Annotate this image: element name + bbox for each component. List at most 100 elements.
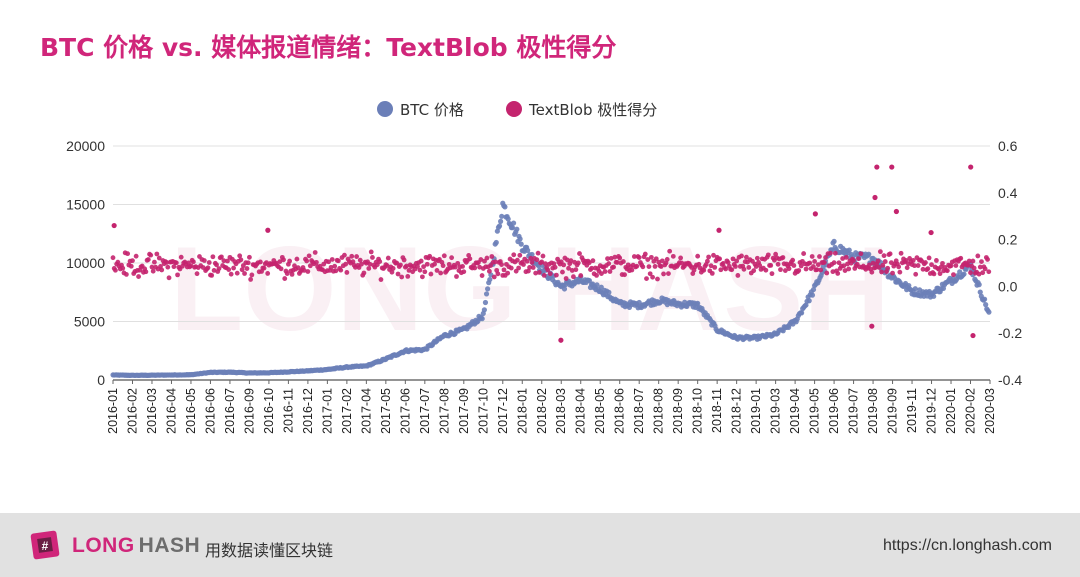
polarity-point [705, 258, 710, 264]
polarity-point [145, 257, 151, 262]
polarity-point [432, 261, 437, 267]
polarity-point [284, 271, 290, 277]
polarity-point [798, 263, 804, 269]
x-tick-label: 2016-03 [145, 388, 159, 434]
polarity-point [225, 258, 230, 264]
polarity-series [110, 164, 992, 343]
polarity-point [125, 251, 131, 257]
svg-text:#: # [42, 539, 49, 553]
x-tick-label: 2020-02 [964, 388, 978, 434]
polarity-point [530, 265, 536, 270]
polarity-point [824, 270, 830, 276]
polarity-point [810, 264, 816, 269]
polarity-point [216, 266, 222, 271]
x-tick-label: 2019-06 [827, 388, 841, 434]
polarity-point [368, 249, 374, 255]
polarity-point [511, 252, 517, 258]
polarity-point [484, 255, 490, 261]
polarity-point [486, 268, 492, 274]
polarity-point [739, 253, 744, 259]
watermark-text: LONG HASH [170, 222, 890, 356]
x-tick-label: 2016-01 [106, 388, 120, 434]
x-tick-label: 2018-03 [554, 388, 568, 434]
polarity-point [152, 259, 157, 265]
btc-point [986, 309, 992, 315]
polarity-point [460, 263, 465, 269]
x-tick-label: 2018-10 [691, 388, 705, 434]
btc-point [511, 220, 517, 226]
polarity-point [631, 254, 637, 259]
polarity-point [295, 265, 301, 271]
polarity-point [912, 263, 917, 269]
x-tick-label: 2017-07 [418, 388, 432, 434]
x-tick-label: 2017-05 [379, 388, 393, 434]
polarity-point [620, 259, 626, 264]
polarity-point [110, 255, 116, 261]
polarity-point [975, 253, 981, 259]
x-tick-label: 2017-04 [359, 388, 373, 434]
polarity-point [730, 256, 736, 262]
btc-point [799, 310, 805, 316]
polarity-point [663, 260, 669, 266]
polarity-point [948, 263, 954, 269]
x-tick-label: 2016-10 [262, 388, 276, 434]
polarity-point [801, 251, 807, 256]
polarity-point [389, 269, 395, 275]
polarity-point [479, 273, 485, 278]
polarity-point [910, 258, 916, 263]
polarity-point [306, 253, 312, 259]
x-tick-label: 2017-02 [340, 388, 354, 434]
polarity-point [915, 263, 921, 268]
x-tick-label: 2019-04 [788, 388, 802, 434]
polarity-point [249, 272, 255, 278]
polarity-point [608, 255, 614, 261]
btc-point [514, 226, 520, 232]
polarity-point [307, 263, 313, 269]
btc-point [529, 251, 535, 258]
chart-title: BTC 价格 vs. 媒体报道情绪：TextBlob 极性得分 [40, 33, 617, 62]
polarity-point [136, 274, 141, 279]
btc-point [831, 238, 837, 244]
polarity-outlier [265, 227, 271, 233]
polarity-point [166, 275, 172, 281]
footer-url[interactable]: https://cn.longhash.com [883, 537, 1052, 554]
polarity-point [667, 248, 673, 254]
x-tick-label: 2017-06 [398, 388, 412, 434]
btc-point [505, 216, 511, 222]
x-tick-label: 2018-04 [574, 388, 588, 434]
polarity-point [357, 257, 363, 263]
btc-point [498, 218, 504, 224]
polarity-point [851, 258, 856, 264]
polarity-point [178, 254, 184, 260]
btc-point [483, 291, 490, 297]
polarity-point [493, 259, 498, 265]
polarity-outlier [558, 337, 564, 343]
polarity-point [880, 262, 886, 268]
polarity-point [524, 258, 530, 264]
polarity-point [539, 259, 545, 265]
polarity-point [701, 267, 707, 273]
right-tick-label: 0.0 [998, 278, 1018, 294]
polarity-point [342, 252, 347, 258]
x-tick-label: 2020-03 [983, 388, 997, 434]
x-tick-label: 2019-09 [886, 388, 900, 434]
btc-point [809, 292, 816, 298]
polarity-point [986, 269, 992, 275]
polarity-point [417, 267, 423, 273]
polarity-point [245, 260, 251, 266]
polarity-point [527, 265, 532, 270]
x-tick-label: 2017-08 [437, 388, 451, 434]
legend-polarity-label: TextBlob 极性得分 [528, 101, 657, 119]
btc-point [518, 241, 524, 247]
polarity-point [564, 257, 570, 263]
polarity-point [817, 254, 822, 259]
polarity-point [841, 263, 847, 269]
polarity-point [209, 272, 215, 278]
polarity-point [590, 258, 596, 264]
polarity-point [517, 252, 523, 258]
x-tick-label: 2017-10 [476, 388, 490, 434]
polarity-point [395, 271, 401, 277]
left-axis: 0 5000 10000 15000 20000 [66, 138, 105, 388]
polarity-point [301, 268, 307, 273]
polarity-outlier [889, 164, 895, 170]
